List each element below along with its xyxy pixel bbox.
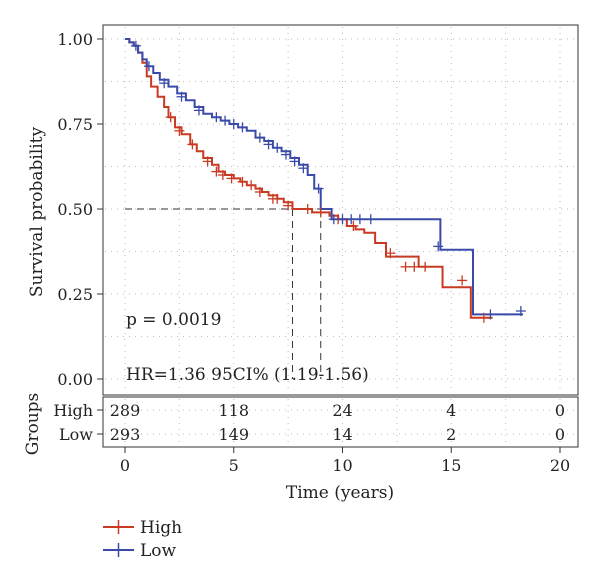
censor-mark-low	[263, 139, 274, 150]
censor-mark-low	[143, 61, 154, 72]
censor-mark-high	[174, 125, 185, 136]
censor-mark-low	[272, 142, 283, 153]
censor-mark-low	[193, 105, 204, 116]
censor-mark-high	[187, 139, 198, 150]
censor-mark-high	[283, 200, 294, 211]
censor-mark-high	[217, 170, 228, 180]
censor-mark-low	[211, 112, 222, 123]
hazard-ratio-label: HR=1.36 95CI% (1.19-1.56)	[126, 365, 369, 385]
x-tick-label: 0	[120, 456, 130, 475]
censor-mark-high	[202, 156, 213, 167]
legend-label: Low	[140, 541, 177, 561]
censor-mark-high	[457, 275, 468, 286]
censor-mark-low	[228, 119, 239, 129]
risk-table-frame	[102, 396, 579, 448]
risk-count-low: 14	[332, 425, 352, 444]
censor-mark-low	[337, 214, 348, 225]
risk-count-high: 118	[218, 401, 249, 420]
censor-mark-high	[237, 176, 248, 187]
censor-mark-high	[272, 193, 283, 204]
x-axis-ticks: 0 5 10 15 20	[120, 447, 570, 475]
censor-mark-low	[365, 214, 376, 225]
censor-mark-high	[348, 221, 359, 231]
y-tick-label: 0.50	[57, 200, 93, 219]
x-axis-title: Time (years)	[286, 483, 394, 503]
censor-mark-low	[346, 214, 357, 225]
risk-table-rows: High 289 118 24 4 0 Low 293 149 14 2 0	[53, 401, 565, 444]
plot-frame	[102, 24, 579, 396]
censor-mark-low	[328, 214, 339, 225]
legend-label: High	[140, 518, 182, 538]
y-tick-label: 0.75	[57, 115, 93, 134]
censor-mark-low	[280, 149, 291, 160]
censor-mark-high	[211, 166, 222, 177]
censor-mark-low	[130, 40, 141, 51]
survival-curve-low	[125, 38, 524, 316]
risk-count-low: 293	[110, 425, 141, 444]
censor-mark-low	[176, 91, 187, 102]
plot-grid	[105, 27, 576, 393]
censor-mark-high	[226, 173, 237, 184]
y-axis-ticks: 0.00 0.25 0.50 0.75 1.00	[57, 30, 103, 389]
censor-mark-low	[220, 115, 231, 126]
censor-mark-high	[315, 207, 326, 218]
risk-count-low: 0	[555, 425, 565, 444]
censor-mark-low	[298, 163, 309, 174]
y-axis-title: Survival probability	[27, 126, 47, 297]
risk-count-high: 4	[446, 401, 456, 420]
p-value-label: p = 0.0019	[126, 310, 221, 330]
censor-mark-high	[420, 261, 431, 272]
censor-mark-high	[246, 180, 257, 191]
risk-count-low: 2	[446, 425, 456, 444]
x-tick-label: 5	[229, 456, 239, 475]
censor-mark-low	[354, 214, 365, 225]
censor-mark-high	[478, 312, 489, 323]
risk-table-title: Groups	[23, 393, 43, 456]
y-tick-label: 0.25	[57, 285, 93, 304]
censor-mark-low	[289, 156, 300, 167]
censor-mark-high	[400, 261, 411, 272]
risk-count-high: 24	[332, 401, 352, 420]
legend-item-low: Low	[103, 541, 177, 561]
y-tick-label: 1.00	[57, 30, 93, 49]
risk-count-high: 289	[110, 401, 141, 420]
median-survival-lines	[125, 208, 322, 379]
risk-row-label-low: Low	[59, 425, 93, 444]
y-tick-label: 0.00	[57, 370, 93, 389]
risk-count-low: 149	[218, 425, 249, 444]
legend: High Low	[103, 518, 182, 561]
censor-mark-high	[165, 112, 176, 123]
censor-mark-low	[254, 132, 265, 143]
censor-mark-low	[433, 241, 444, 252]
survival-curve-high	[125, 38, 493, 319]
x-tick-label: 10	[332, 456, 352, 475]
risk-row-label-high: High	[53, 401, 93, 420]
risk-table-grid	[105, 399, 576, 445]
x-tick-label: 20	[550, 456, 570, 475]
censor-mark-high	[302, 204, 313, 214]
censor-mark-high	[254, 187, 265, 197]
censor-marks	[130, 40, 526, 323]
censor-mark-low	[159, 78, 170, 89]
risk-count-high: 0	[555, 401, 565, 420]
censor-mark-low	[515, 306, 526, 316]
censor-mark-high	[409, 261, 420, 272]
survival-curves	[125, 38, 524, 319]
km-plot-panel: 0.00 0.25 0.50 0.75 1.00 Survival probabilit…	[27, 24, 579, 396]
censor-mark-low	[485, 309, 496, 320]
x-tick-label: 15	[441, 456, 461, 475]
legend-item-high: High	[103, 518, 182, 538]
censor-mark-low	[313, 183, 324, 194]
censor-mark-low	[237, 122, 248, 133]
censor-mark-high	[385, 248, 396, 259]
